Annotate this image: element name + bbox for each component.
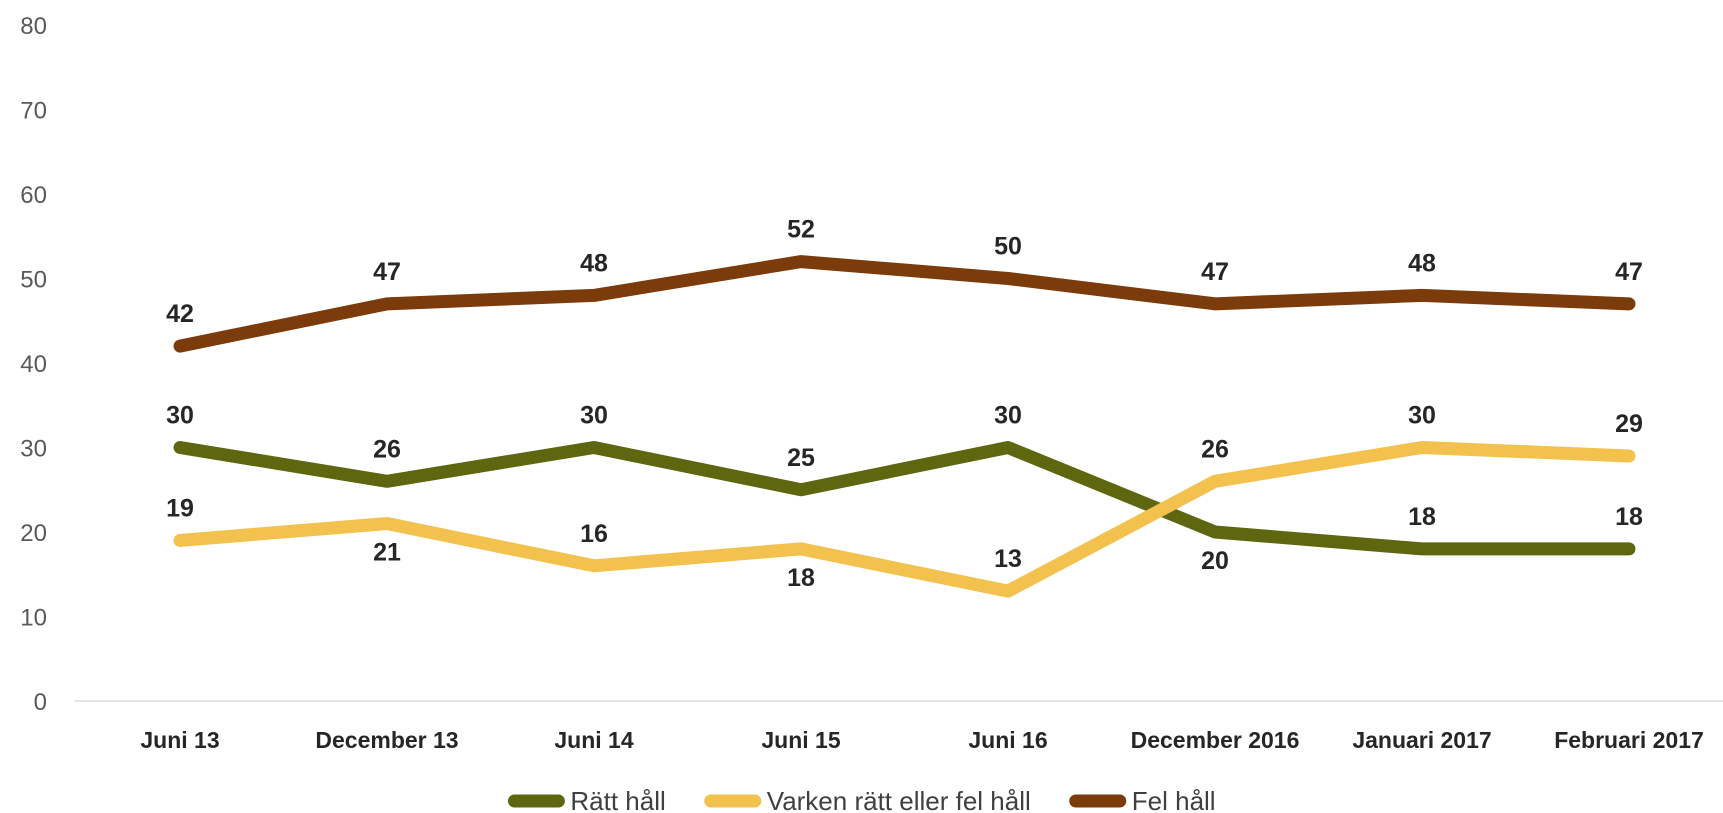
data-label: 18 (1408, 503, 1436, 531)
legend-item: Varken rätt eller fel håll (704, 786, 1031, 813)
data-label: 30 (994, 402, 1022, 430)
legend: Rätt håll Varken rätt eller fel håll Fel h… (507, 786, 1216, 813)
x-tick-label: Juni 15 (761, 727, 840, 753)
y-tick-label: 10 (20, 605, 47, 632)
data-label: 52 (787, 216, 815, 244)
data-label: 29 (1615, 410, 1643, 438)
data-label: 25 (787, 444, 815, 472)
data-label: 30 (1408, 402, 1436, 430)
y-tick-label: 30 (20, 436, 47, 463)
y-tick-label: 40 (20, 351, 47, 378)
data-label: 21 (373, 539, 401, 567)
data-label: 18 (1615, 503, 1643, 531)
legend-item: Rätt håll (507, 786, 666, 813)
y-tick-label: 70 (20, 98, 47, 125)
data-label: 26 (1201, 435, 1229, 463)
data-label: 47 (1615, 258, 1643, 286)
x-tick-label: Januari 2017 (1352, 727, 1491, 753)
legend-label: Varken rätt eller fel håll (767, 786, 1031, 813)
data-label: 30 (166, 402, 194, 430)
data-label: 47 (1201, 258, 1229, 286)
x-tick-label: December 13 (315, 727, 458, 753)
data-labels: 30 26 30 25 30 20 18 18 19 21 16 18 13 26 30 29 42 47 48 52… (166, 216, 1643, 592)
series-line (173, 441, 1636, 598)
y-tick-label: 80 (20, 13, 47, 40)
data-label: 48 (580, 249, 608, 277)
x-tick-label: December 2016 (1131, 727, 1300, 753)
x-tick-label: Februari 2017 (1554, 727, 1704, 753)
y-tick-label: 60 (20, 182, 47, 209)
series-lines (173, 255, 1636, 598)
data-label: 48 (1408, 249, 1436, 277)
y-tick-label: 20 (20, 520, 47, 547)
series-line (173, 255, 1636, 353)
x-axis: Juni 13 December 13 Juni 14 Juni 15 Juni 16 D… (140, 727, 1703, 753)
legend-label: Rätt håll (570, 786, 665, 813)
legend-item: Fel håll (1069, 786, 1216, 813)
data-label: 47 (373, 258, 401, 286)
data-label: 18 (787, 564, 815, 592)
legend-label: Fel håll (1132, 786, 1216, 813)
data-label: 19 (166, 494, 194, 522)
data-label: 13 (994, 545, 1022, 573)
y-tick-label: 50 (20, 267, 47, 294)
data-label: 30 (580, 402, 608, 430)
x-tick-label: Juni 13 (140, 727, 219, 753)
y-tick-label: 0 (34, 689, 47, 716)
y-axis: 0 10 20 30 40 50 60 70 80 (20, 13, 47, 716)
data-label: 20 (1201, 547, 1229, 575)
data-label: 42 (166, 300, 194, 328)
series-line (173, 441, 1636, 556)
data-label: 16 (580, 520, 608, 548)
data-label: 50 (994, 233, 1022, 261)
x-tick-label: Juni 16 (968, 727, 1047, 753)
data-label: 26 (373, 435, 401, 463)
x-tick-label: Juni 14 (554, 727, 633, 753)
